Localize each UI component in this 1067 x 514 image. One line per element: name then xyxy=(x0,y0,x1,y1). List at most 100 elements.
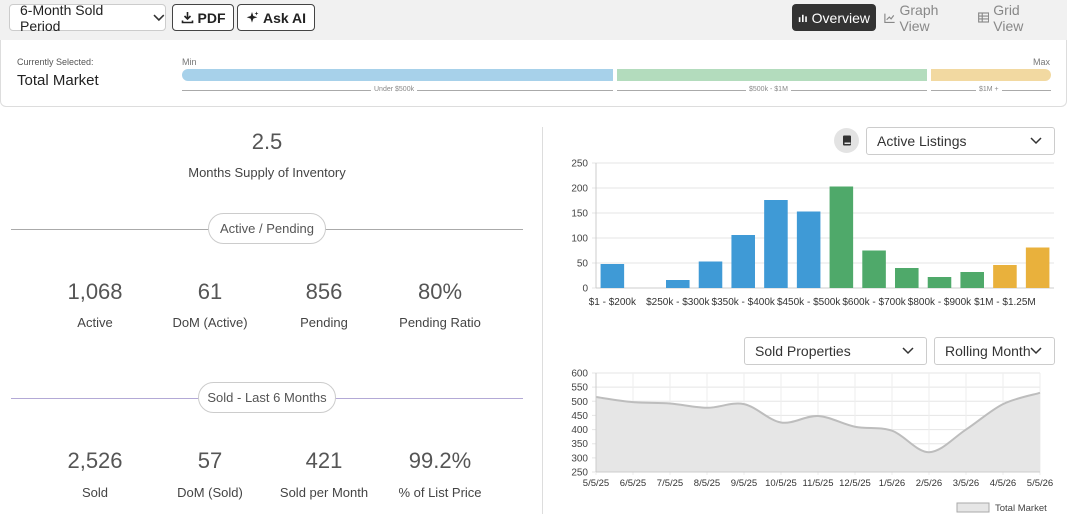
band-segment-under-500k[interactable] xyxy=(182,69,613,81)
period-label: 6-Month Sold Period xyxy=(20,1,104,34)
bar-y-tick-label: 150 xyxy=(571,209,588,220)
active-label: Active xyxy=(77,315,113,330)
bar-y-tick-label: 100 xyxy=(571,234,588,245)
line-x-tick-label: 9/5/25 xyxy=(731,478,757,489)
pending-label: Pending xyxy=(300,315,348,330)
column-divider xyxy=(542,127,543,514)
line-x-tick-label: 7/5/25 xyxy=(657,478,683,489)
dom-active-value: 61 xyxy=(197,279,223,304)
bar-y-tick-label: 200 xyxy=(571,184,588,195)
line-x-tick-label: 1/5/26 xyxy=(879,478,905,489)
band-label-under-500k: Under $500k xyxy=(371,86,418,93)
bar-13 xyxy=(1025,247,1050,288)
list-price-pct-value: 99.2% xyxy=(408,448,472,473)
bar-2 xyxy=(666,280,690,288)
chevron-down-icon xyxy=(1030,137,1042,145)
max-label: Max xyxy=(1033,57,1051,67)
currently-selected-value: Total Market xyxy=(17,72,99,89)
line-y-tick-label: 500 xyxy=(571,397,588,408)
bar-x-tick-label: $800k - $900k xyxy=(908,297,972,308)
chevron-down-icon xyxy=(1030,347,1042,355)
tab-graph-view[interactable]: Graph View xyxy=(878,1,970,34)
band-segment-500k-1m[interactable] xyxy=(617,69,927,81)
active-pending-title: Active / Pending xyxy=(208,213,326,244)
bar-x-tick-label: $600k - $700k xyxy=(842,297,906,308)
line-x-tick-label: 8/5/25 xyxy=(694,478,720,489)
line-y-tick-label: 250 xyxy=(571,468,588,479)
line-y-tick-label: 350 xyxy=(571,439,588,450)
bar-4 xyxy=(731,235,755,288)
download-icon xyxy=(181,12,193,24)
bar-6 xyxy=(796,211,821,288)
currently-selected-label: Currently Selected: xyxy=(17,57,94,67)
dom-active-label: DoM (Active) xyxy=(172,315,248,330)
bar-10 xyxy=(927,277,952,288)
line-chart-period-dropdown[interactable]: Rolling Month xyxy=(934,337,1055,365)
line-x-tick-label: 2/5/26 xyxy=(916,478,942,489)
bar-x-tick-label: $450k - $500k xyxy=(777,297,841,308)
period-dropdown[interactable]: 6-Month Sold Period xyxy=(9,1,166,34)
book-button[interactable] xyxy=(834,128,859,153)
tab-overview-label: Overview xyxy=(811,9,870,26)
pdf-button[interactable]: PDF xyxy=(172,4,234,31)
bar-y-tick-label: 50 xyxy=(577,259,589,270)
supply-value: 2.5 xyxy=(251,129,283,154)
line-x-tick-label: 10/5/25 xyxy=(765,478,797,489)
line-x-tick-label: 5/5/25 xyxy=(583,478,609,489)
sold-value: 2,526 xyxy=(67,448,123,473)
legend-label-total-market: Total Market xyxy=(995,503,1047,514)
pdf-label: PDF xyxy=(197,9,226,26)
sold-per-month-label: Sold per Month xyxy=(279,485,369,500)
price-band-panel: Currently Selected: Total Market Min Max… xyxy=(0,40,1067,107)
line-x-tick-label: 6/5/25 xyxy=(620,478,646,489)
bar-x-tick-label: $1M - $1.25M xyxy=(974,297,1036,308)
bar-x-tick-label: $350k - $400k xyxy=(712,297,776,308)
line-y-tick-label: 400 xyxy=(571,425,588,436)
line-chart: 250 300 350 400 450 500 550 600 5/5/25 6/5/25 7/5/… xyxy=(571,369,1053,514)
tab-grid-view-label: Grid View xyxy=(993,1,1024,34)
line-chart-metric-dropdown[interactable]: Sold Properties xyxy=(744,337,927,365)
tab-graph-view-label: Graph View xyxy=(899,1,939,34)
line-y-tick-label: 300 xyxy=(571,453,588,464)
chevron-down-icon xyxy=(153,14,165,21)
line-x-tick-label: 3/5/26 xyxy=(953,478,979,489)
bar-chart: 0 50 100 150 200 250 $1 - $200k $250k - $300k $3… xyxy=(571,159,1054,308)
line-y-tick-label: 450 xyxy=(571,411,588,422)
band-label-1m-plus: $1M + xyxy=(976,86,1002,93)
line-x-tick-label: 5/5/26 xyxy=(1027,478,1053,489)
tab-overview[interactable]: Overview xyxy=(792,4,876,31)
line-chart-period-value: Rolling Month xyxy=(945,343,1031,359)
legend-swatch-total-market xyxy=(956,502,990,513)
bar-3 xyxy=(698,261,723,288)
band-label-500k-1m: $500k - $1M xyxy=(746,86,791,93)
bar-y-tick-label: 250 xyxy=(571,159,588,170)
pending-ratio-value: 80% xyxy=(417,279,463,304)
bar-chart-metric-dropdown[interactable]: Active Listings xyxy=(866,127,1055,155)
bar-9 xyxy=(895,268,919,288)
ask-ai-label: Ask AI xyxy=(262,9,307,26)
chevron-down-icon xyxy=(902,347,914,355)
active-value: 1,068 xyxy=(67,279,123,304)
list-price-pct-label: % of List Price xyxy=(398,485,482,500)
line-y-tick-label: 550 xyxy=(571,383,588,394)
bar-8 xyxy=(862,250,886,288)
line-chart-icon xyxy=(884,13,895,23)
bar-5 xyxy=(764,200,788,288)
line-y-tick-label: 600 xyxy=(571,369,588,380)
tab-grid-view[interactable]: Grid View xyxy=(972,1,1056,34)
band-segment-1m-plus[interactable] xyxy=(931,69,1051,81)
bar-x-tick-label: $1 - $200k xyxy=(589,297,637,308)
bar-12 xyxy=(993,265,1017,288)
bar-7 xyxy=(829,186,854,288)
book-icon xyxy=(842,135,851,146)
bar-chart-metric-value: Active Listings xyxy=(877,133,967,149)
bar-x-tick-label: $250k - $300k xyxy=(646,297,710,308)
sold-label: Sold xyxy=(81,485,109,500)
line-x-tick-label: 12/5/25 xyxy=(839,478,871,489)
sold-title: Sold - Last 6 Months xyxy=(198,382,336,413)
ask-ai-button[interactable]: Ask AI xyxy=(237,4,315,31)
bar-chart-icon xyxy=(798,14,807,22)
bar-0 xyxy=(600,264,625,288)
grid-icon xyxy=(978,12,990,23)
pending-ratio-label: Pending Ratio xyxy=(399,315,481,330)
